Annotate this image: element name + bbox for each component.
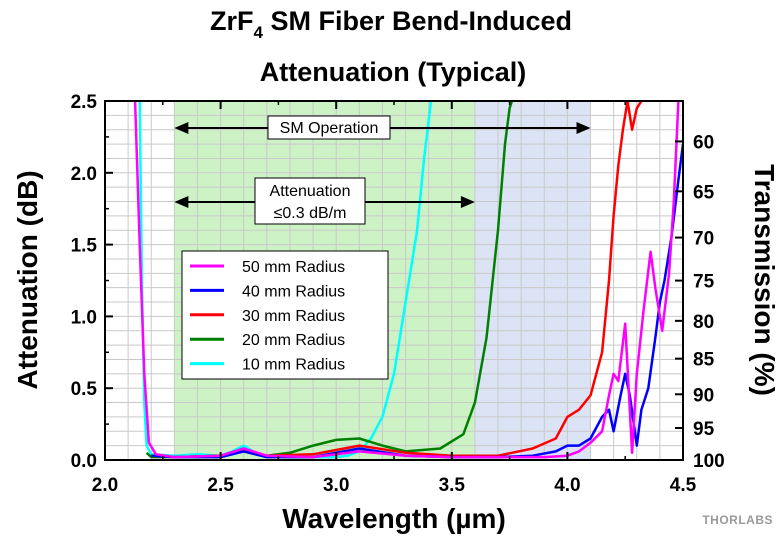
- sm-operation-arrow-left-head: [174, 122, 189, 134]
- sm-operation-label: SM Operation: [280, 120, 379, 137]
- band-1: [474, 101, 591, 460]
- y-tick-label: 1.0: [71, 307, 97, 328]
- x-tick-label: 4.0: [554, 475, 580, 496]
- chart-title-line1: ZrF4 SM Fiber Bend-Induced: [210, 6, 572, 42]
- y-tick-label: 0.0: [71, 451, 97, 472]
- title-rest: SM Fiber Bend-Induced: [263, 6, 572, 36]
- x-tick-label: 3.0: [323, 475, 349, 496]
- x-axis-title: Wavelength (µm): [282, 503, 506, 534]
- sm-operation-label-box: [267, 115, 391, 140]
- thorlabs-logo: THORLABS: [702, 513, 773, 527]
- y-tick-label: 0.5: [71, 379, 98, 400]
- attenuation-arrow-right-head: [460, 196, 475, 208]
- legend-label: 50 mm Radius: [242, 259, 345, 276]
- annotations: SM Operation Attenuation ≤0.3 dB/m: [174, 115, 591, 225]
- y2-tick-label: 90: [693, 385, 714, 406]
- attenuation-label-line2: ≤0.3 dB/m: [274, 205, 347, 222]
- x-tick-label: 4.5: [670, 475, 697, 496]
- x-tick-label: 2.0: [92, 475, 118, 496]
- title-main: ZrF: [210, 6, 254, 36]
- y-tick-label: 2.0: [71, 164, 97, 185]
- chart-title-line2: Attenuation (Typical): [260, 57, 527, 87]
- y-tick-label: 1.5: [71, 236, 98, 257]
- legend-label: 30 mm Radius: [242, 308, 345, 325]
- series-group: [133, 101, 683, 459]
- sm-operation-arrow-right-head: [576, 122, 591, 134]
- y2-tick-label: 75: [693, 272, 715, 293]
- attenuation-arrow-left-head: [174, 196, 189, 208]
- x-tick-label: 3.5: [439, 475, 466, 496]
- x-tick-label: 2.5: [207, 475, 234, 496]
- attenuation-label-line1: Attenuation: [270, 183, 351, 200]
- y2-tick-label: 80: [693, 312, 714, 333]
- y2-tick-label: 85: [693, 350, 715, 371]
- y2-tick-label: 100: [693, 451, 725, 472]
- series-line-50-mm-radius: [133, 101, 680, 459]
- legend-label: 40 mm Radius: [242, 283, 345, 300]
- y2-tick-label: 60: [693, 132, 714, 153]
- y2-tick-label: 95: [693, 419, 715, 440]
- y2-tick-label: 70: [693, 229, 714, 250]
- series: [133, 101, 683, 459]
- ticks: 2.0 2.5 3.0 3.5 4.0 4.5 0.0 0.5 1.0 1.5 2.0 2.5 60 65…: [71, 92, 725, 496]
- legend: 50 mm Radius 40 mm Radius 30 mm Radius 20 m…: [181, 250, 389, 380]
- title-subscript: 4: [254, 23, 264, 42]
- legend-label: 20 mm Radius: [242, 332, 345, 349]
- y2-axis-title: Transmission (%): [749, 164, 780, 396]
- y-tick-label: 2.5: [71, 92, 98, 113]
- legend-label: 10 mm Radius: [242, 357, 345, 374]
- y-axis-title: Attenuation (dB): [12, 170, 43, 389]
- y2-tick-label: 65: [693, 182, 715, 203]
- attenuation-label-box: [254, 177, 366, 225]
